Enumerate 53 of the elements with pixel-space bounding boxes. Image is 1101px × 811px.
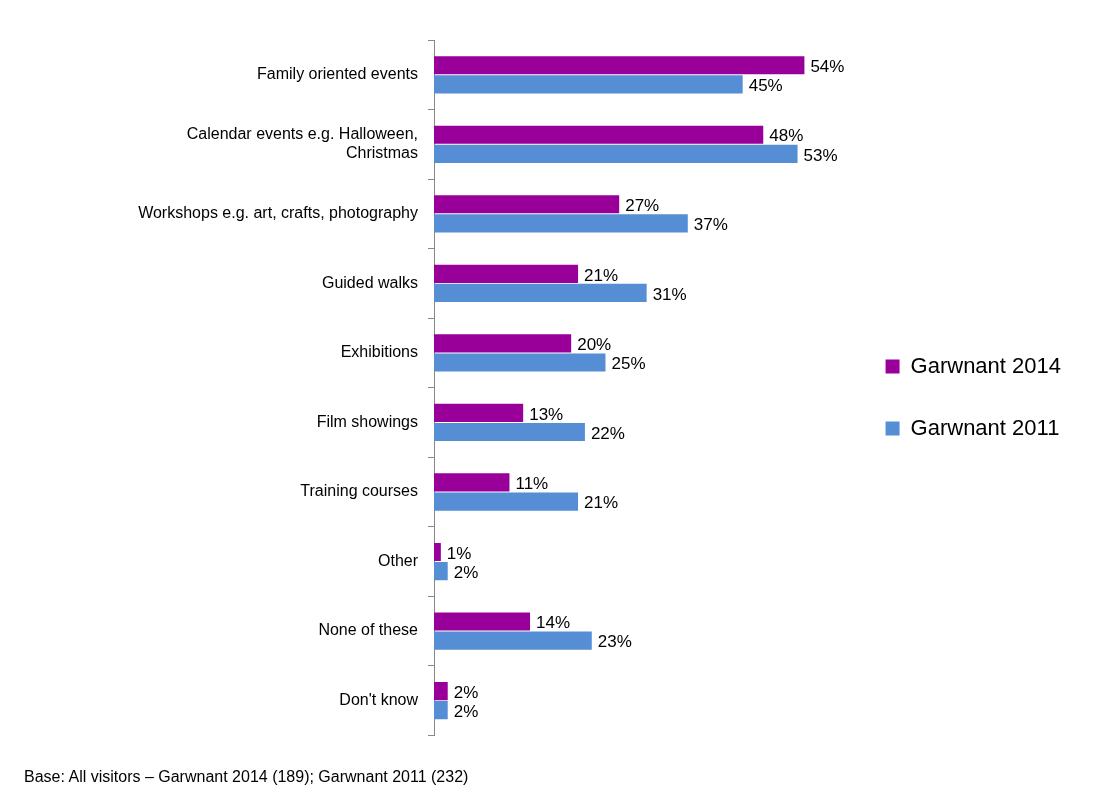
data-label: 53% bbox=[803, 145, 838, 165]
bar bbox=[434, 195, 620, 214]
bar bbox=[434, 144, 798, 163]
data-label: 1% bbox=[446, 543, 472, 563]
data-label: 37% bbox=[693, 215, 728, 235]
bar bbox=[434, 214, 688, 233]
bar bbox=[434, 542, 441, 562]
data-label: 22% bbox=[590, 423, 625, 443]
data-label: 20% bbox=[577, 335, 612, 355]
y-tick-label: Training courses bbox=[300, 482, 418, 500]
data-label: 13% bbox=[529, 404, 564, 424]
bar bbox=[434, 562, 448, 581]
bar bbox=[434, 353, 606, 372]
bar bbox=[434, 612, 531, 631]
data-label: 2% bbox=[453, 562, 479, 582]
y-tick-label: Other bbox=[377, 551, 419, 569]
bar bbox=[434, 492, 579, 511]
data-label: 23% bbox=[597, 632, 632, 652]
bar bbox=[434, 56, 805, 75]
bar bbox=[434, 264, 579, 283]
data-label: 45% bbox=[748, 76, 783, 96]
data-label: 48% bbox=[769, 126, 804, 146]
bar bbox=[434, 631, 592, 650]
legend-label: Garwnant 2014 bbox=[910, 352, 1061, 378]
bar bbox=[434, 403, 524, 422]
y-tick-label: Workshops e.g. art, crafts, photography bbox=[138, 204, 418, 222]
y-tick-label: Film showings bbox=[316, 412, 418, 430]
data-label: 54% bbox=[810, 56, 845, 76]
y-tick-label: Don't know bbox=[339, 691, 419, 709]
data-label: 14% bbox=[536, 613, 571, 633]
bar bbox=[434, 125, 764, 144]
legend-label: Garwnant 2011 bbox=[910, 414, 1060, 440]
y-tick-label: Exhibitions bbox=[340, 343, 418, 361]
data-label: 11% bbox=[515, 474, 549, 494]
data-label: 21% bbox=[584, 265, 619, 285]
bar bbox=[434, 283, 647, 303]
bar bbox=[434, 334, 572, 353]
data-label: 25% bbox=[611, 354, 646, 374]
bar bbox=[434, 701, 448, 720]
data-label: 2% bbox=[453, 682, 479, 702]
data-label: 31% bbox=[652, 284, 687, 304]
bar bbox=[434, 473, 510, 492]
data-label: 2% bbox=[453, 701, 479, 721]
y-tick-label: Family oriented events bbox=[257, 65, 418, 83]
bar bbox=[434, 681, 448, 701]
y-tick-label: None of these bbox=[318, 621, 419, 639]
y-tick-label: Calendar events e.g. Halloween, Christmas bbox=[186, 125, 418, 162]
y-tick-label: Guided walks bbox=[321, 273, 418, 291]
bar bbox=[434, 75, 743, 94]
data-label: 21% bbox=[584, 493, 619, 513]
bar bbox=[434, 422, 585, 442]
text: Base: All visitors – Garwnant 2014 (189); Garwnant 2011 (232) bbox=[24, 768, 469, 786]
data-label: 27% bbox=[625, 195, 660, 215]
